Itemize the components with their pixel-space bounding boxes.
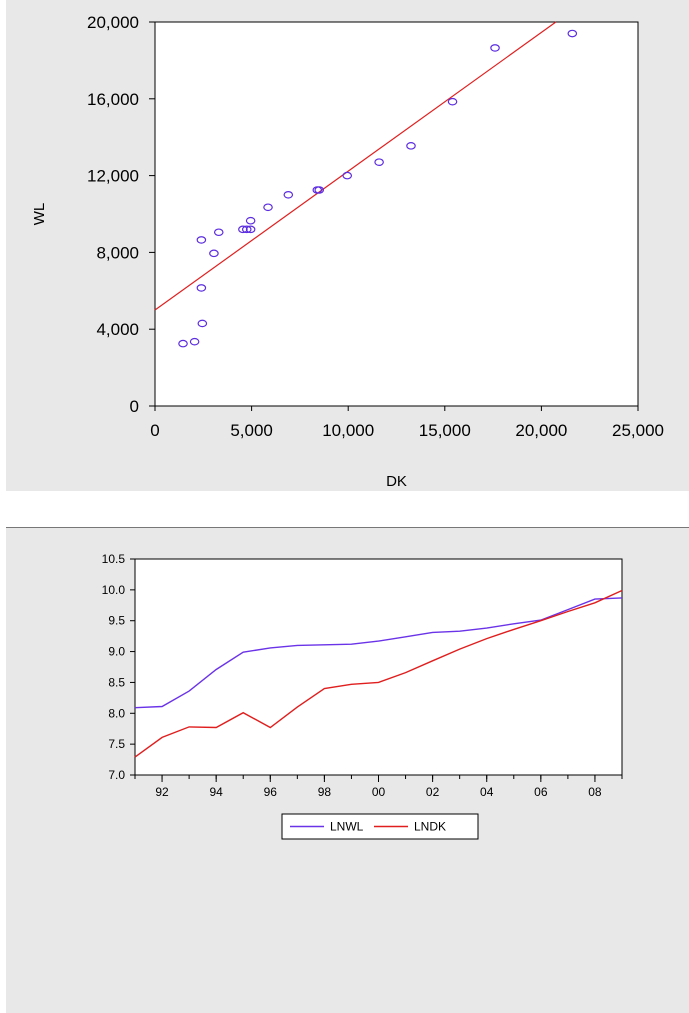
y-tick-label: 12,000 — [87, 167, 139, 186]
line-chart: 7.0 7.5 8.0 8.5 9.0 9.5 10.0 10.5 92 94 96 98 00 02 04… — [6, 528, 689, 1013]
x-tick-label: 5,000 — [230, 421, 273, 440]
y-tick-label: 9.0 — [108, 645, 125, 659]
y-tick-label: 20,000 — [87, 13, 139, 32]
y-tick-label: 9.5 — [108, 614, 125, 628]
x-tick-label: 98 — [318, 785, 332, 799]
x-tick-label: 10,000 — [322, 421, 374, 440]
x-tick-label: 94 — [209, 785, 223, 799]
scatter-panel: 0 5,000 10,000 15,000 20,000 25,000 0 4,000 8,00… — [6, 0, 689, 491]
x-tick-label: 02 — [426, 785, 440, 799]
y-tick-label: 8.5 — [108, 675, 125, 689]
y-tick-label: 7.5 — [108, 737, 125, 751]
x-axis-label: DK — [386, 473, 407, 490]
y-tick-label: 8,000 — [96, 243, 139, 262]
y-tick-label: 7.0 — [108, 768, 125, 782]
legend-label: LNDK — [414, 820, 446, 834]
x-tick-label: 20,000 — [515, 421, 567, 440]
x-tick-label: 04 — [480, 785, 494, 799]
y-tick-label: 0 — [130, 397, 139, 416]
x-tick-label: 00 — [372, 785, 386, 799]
x-tick-label: 08 — [588, 785, 602, 799]
x-tick-label: 06 — [534, 785, 548, 799]
x-tick-label: 92 — [155, 785, 169, 799]
x-tick-label: 25,000 — [612, 421, 664, 440]
y-tick-label: 10.0 — [102, 583, 126, 597]
x-tick-label: 0 — [150, 421, 159, 440]
scatter-chart: 0 5,000 10,000 15,000 20,000 25,000 0 4,000 8,00… — [6, 0, 689, 491]
x-tick-label: 15,000 — [419, 421, 471, 440]
plot-area — [135, 559, 622, 775]
y-axis-label: WL — [31, 203, 48, 226]
y-tick-label: 8.0 — [108, 706, 125, 720]
line-panel: 7.0 7.5 8.0 8.5 9.0 9.5 10.0 10.5 92 94 96 98 00 02 04… — [6, 527, 689, 1013]
plot-area — [155, 22, 638, 406]
y-tick-label: 4,000 — [96, 320, 139, 339]
x-tick-label: 96 — [264, 785, 278, 799]
legend-label: LNWL — [330, 820, 364, 834]
y-tick-label: 16,000 — [87, 90, 139, 109]
y-tick-label: 10.5 — [102, 552, 126, 566]
